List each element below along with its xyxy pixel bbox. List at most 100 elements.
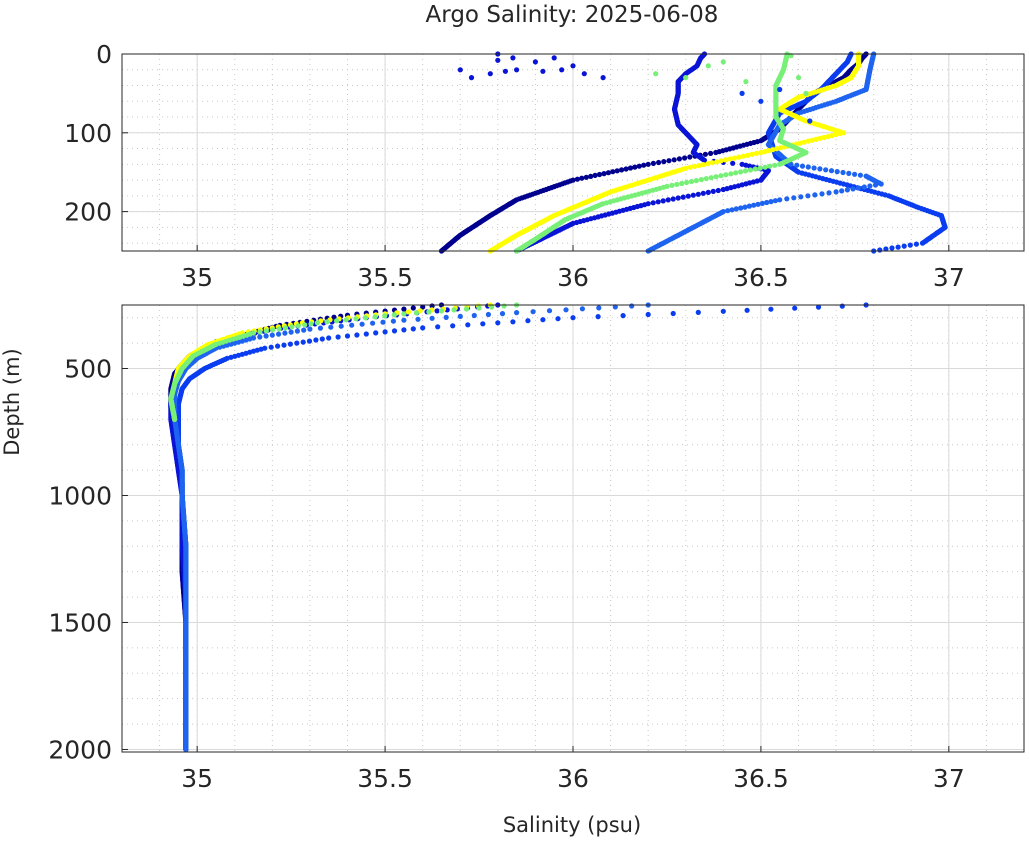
data-point bbox=[759, 200, 766, 206]
data-point bbox=[777, 197, 783, 203]
chart-title: Argo Salinity: 2025-06-08 bbox=[426, 2, 719, 28]
data-point bbox=[276, 326, 282, 332]
data-point bbox=[405, 309, 412, 315]
data-point bbox=[798, 194, 804, 200]
data-point bbox=[708, 175, 714, 181]
data-point bbox=[867, 183, 873, 189]
data-point bbox=[257, 334, 263, 340]
data-point bbox=[495, 57, 501, 63]
data-point bbox=[733, 206, 739, 212]
data-point bbox=[331, 314, 337, 320]
data-point bbox=[328, 324, 334, 330]
data-point bbox=[463, 306, 470, 312]
data-point bbox=[540, 317, 546, 323]
data-point bbox=[738, 169, 744, 175]
data-point bbox=[739, 90, 745, 96]
data-point bbox=[619, 167, 625, 173]
data-point bbox=[714, 159, 720, 165]
data-point bbox=[778, 145, 784, 151]
data-point bbox=[813, 136, 819, 142]
data-point bbox=[370, 320, 376, 326]
data-point bbox=[540, 68, 546, 74]
data-point bbox=[551, 55, 557, 61]
data-point bbox=[746, 203, 753, 209]
data-point bbox=[826, 190, 832, 196]
data-point bbox=[684, 179, 690, 186]
data-point bbox=[306, 338, 313, 344]
data-point bbox=[636, 163, 642, 169]
data-point bbox=[359, 321, 365, 327]
data-point bbox=[676, 156, 683, 162]
data-point bbox=[713, 149, 719, 156]
data-point bbox=[792, 305, 798, 311]
data-point bbox=[268, 344, 274, 350]
data-point bbox=[839, 188, 845, 194]
data-points bbox=[438, 51, 948, 254]
data-point bbox=[429, 315, 435, 321]
data-points bbox=[168, 302, 869, 753]
data-point bbox=[685, 193, 691, 199]
data-point bbox=[655, 199, 661, 205]
data-point bbox=[410, 305, 416, 311]
data-point bbox=[877, 247, 883, 253]
series-3-profile bbox=[172, 302, 651, 753]
data-point bbox=[583, 174, 589, 180]
data-point bbox=[353, 316, 359, 322]
data-point bbox=[687, 154, 693, 160]
data-point bbox=[183, 746, 189, 753]
series-1-profile bbox=[168, 302, 501, 753]
data-point bbox=[595, 314, 601, 320]
data-point bbox=[650, 160, 657, 166]
data-point bbox=[401, 317, 407, 323]
data-point bbox=[807, 118, 813, 124]
data-point bbox=[795, 75, 802, 81]
x-tick-label: 35.5 bbox=[357, 263, 413, 292]
data-point bbox=[846, 170, 852, 176]
data-point bbox=[805, 164, 811, 170]
data-point bbox=[579, 175, 585, 181]
data-point bbox=[172, 416, 178, 422]
bottom-panel-depth-250-2000: 35 35.5 36 36.5 37 500 1000 1500 2000 bbox=[48, 302, 1025, 793]
data-point bbox=[794, 162, 800, 168]
series-3-profile bbox=[645, 51, 884, 254]
data-point bbox=[679, 180, 685, 187]
tick-labels: 35 35.5 36 36.5 37 0 100 200 bbox=[64, 40, 964, 292]
data-point bbox=[596, 305, 602, 311]
data-point bbox=[559, 67, 565, 73]
data-point bbox=[319, 336, 325, 342]
data-point bbox=[856, 185, 862, 191]
data-point bbox=[426, 309, 432, 315]
data-point bbox=[301, 327, 307, 333]
data-point bbox=[736, 154, 742, 160]
data-point bbox=[774, 146, 780, 152]
data-point bbox=[343, 317, 349, 323]
data-point bbox=[263, 328, 269, 334]
data-point bbox=[758, 149, 764, 156]
data-point bbox=[777, 161, 783, 167]
data-point bbox=[420, 304, 426, 310]
data-point bbox=[468, 75, 475, 81]
data-point bbox=[627, 165, 634, 171]
data-point bbox=[623, 166, 629, 172]
data-point bbox=[476, 305, 482, 311]
y-tick-label: 200 bbox=[64, 198, 112, 227]
data-point bbox=[700, 162, 707, 168]
data-point bbox=[641, 162, 647, 168]
data-point bbox=[324, 319, 330, 325]
data-point bbox=[758, 98, 764, 104]
data-point bbox=[382, 329, 388, 335]
surface-points-2 bbox=[739, 86, 813, 124]
data-point bbox=[391, 312, 397, 318]
data-point bbox=[772, 198, 779, 204]
data-point bbox=[471, 312, 477, 319]
data-point bbox=[727, 156, 733, 162]
data-point bbox=[457, 67, 463, 73]
data-point bbox=[610, 169, 616, 175]
data-point bbox=[709, 160, 715, 166]
data-point bbox=[805, 138, 811, 144]
data-point bbox=[772, 162, 778, 168]
data-point bbox=[764, 199, 770, 206]
data-point bbox=[883, 246, 889, 252]
data-point bbox=[270, 327, 276, 333]
data-point bbox=[700, 190, 706, 196]
